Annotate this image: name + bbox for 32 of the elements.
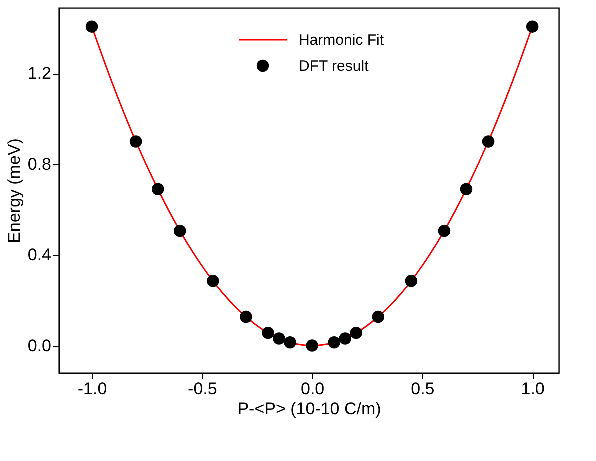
point [438, 224, 451, 238]
point [526, 20, 539, 33]
y-tick-label: 0.4 [28, 246, 52, 265]
point [152, 183, 164, 196]
y-tick-label: 0.8 [28, 154, 52, 174]
x-tick-label: -0.5 [188, 380, 218, 398]
point [174, 224, 186, 238]
legend-label: DFT result [299, 58, 370, 75]
legend-label: Harmonic Fit [299, 32, 385, 49]
x-tick-label: -1.0 [78, 380, 108, 398]
point [240, 310, 252, 324]
point [339, 332, 352, 345]
point [405, 275, 418, 288]
x-axis-title: P-<P> (10-10 C/m) [238, 400, 382, 418]
point [284, 336, 296, 349]
point [130, 136, 142, 148]
point [460, 183, 473, 196]
x-tick-label: 0.0 [300, 380, 325, 398]
point [86, 20, 98, 33]
point [273, 332, 286, 345]
y-axis-title: Energy (meV) [4, 138, 24, 244]
x-tick-label: 1.0 [521, 380, 545, 398]
point [262, 326, 274, 340]
point [306, 340, 318, 352]
x-tick-label: 0.5 [411, 380, 435, 398]
y-tick-label: 0.0 [28, 336, 52, 356]
y-tick-label: 1.2 [28, 64, 52, 84]
point [207, 275, 220, 288]
point [328, 336, 340, 349]
point [482, 136, 495, 148]
point [372, 310, 385, 324]
point [350, 326, 362, 340]
